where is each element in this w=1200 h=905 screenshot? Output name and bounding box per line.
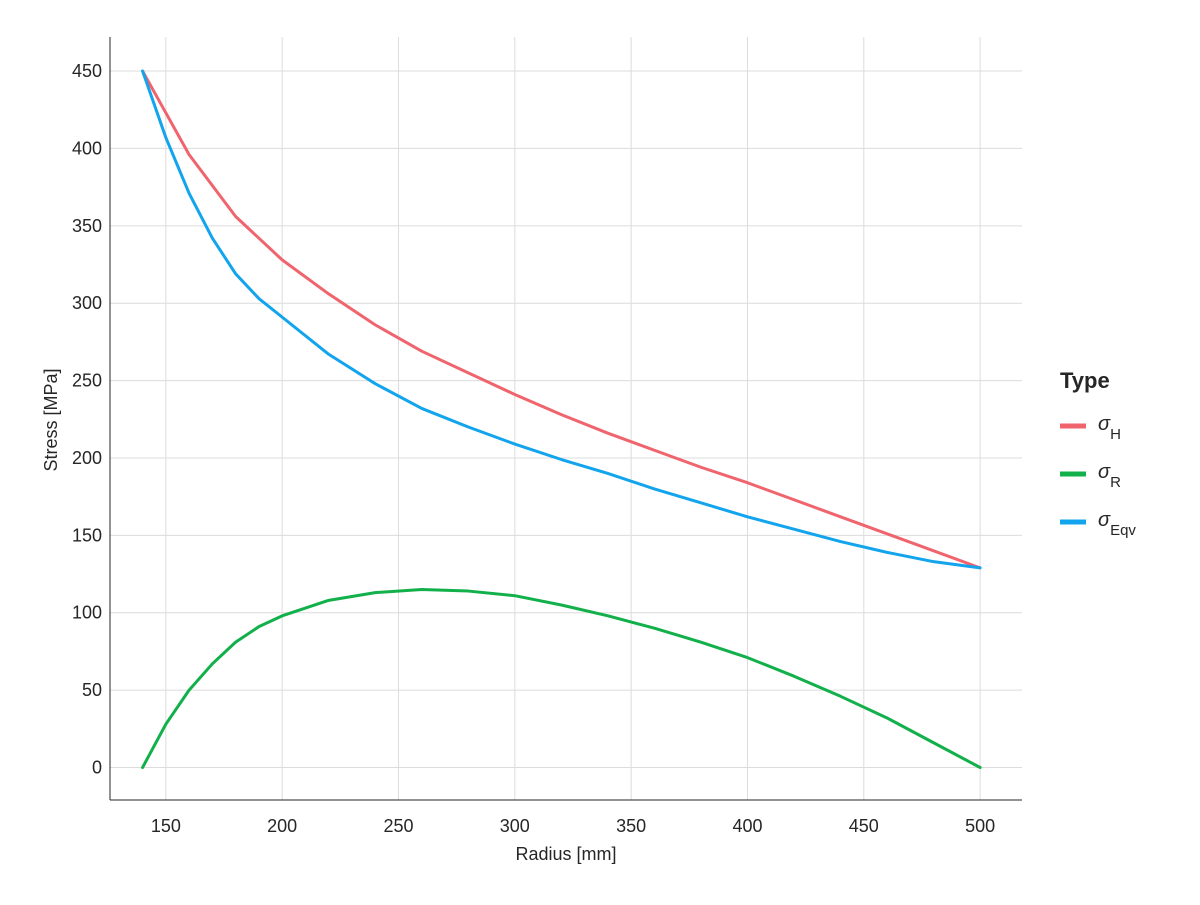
legend-symbol: σ <box>1098 509 1111 531</box>
y-tick-label: 250 <box>72 371 102 391</box>
series-line-sigma-eqv <box>141 69 982 570</box>
legend-title: Type <box>1060 368 1110 393</box>
series-line-sigma-h <box>141 69 982 570</box>
legend-label: σH <box>1098 413 1121 443</box>
x-tick-label: 350 <box>616 816 646 836</box>
y-tick-label: 50 <box>82 680 102 700</box>
legend-subscript: R <box>1110 474 1121 491</box>
series-line-sigma-r <box>141 588 982 769</box>
x-tick-label: 250 <box>383 816 413 836</box>
legend-symbol: σ <box>1098 413 1111 435</box>
x-tick-label: 200 <box>267 816 297 836</box>
y-tick-label: 150 <box>72 525 102 545</box>
x-tick-label: 150 <box>151 816 181 836</box>
x-tick-label: 400 <box>732 816 762 836</box>
y-tick-label: 350 <box>72 216 102 236</box>
y-axis-title: Stress [MPa] <box>41 368 61 471</box>
x-tick-label: 300 <box>500 816 530 836</box>
x-tick-label: 500 <box>965 816 995 836</box>
x-axis-title: Radius [mm] <box>515 844 616 864</box>
y-tick-label: 400 <box>72 138 102 158</box>
grid-layer <box>110 37 1022 800</box>
ticks-layer: 150 200 250 300 350 400 450 500 0 50 100 150 200 250 3… <box>72 61 995 836</box>
legend-symbol: σ <box>1098 461 1111 483</box>
series-layer <box>141 69 982 769</box>
y-tick-label: 100 <box>72 603 102 623</box>
y-tick-label: 450 <box>72 61 102 81</box>
x-tick-label: 450 <box>849 816 879 836</box>
legend-label: σEqv <box>1098 509 1136 539</box>
axes-layer <box>109 37 1022 801</box>
y-tick-label: 200 <box>72 448 102 468</box>
y-tick-label: 0 <box>92 757 102 777</box>
legend-subscript: Eqv <box>1110 522 1136 539</box>
legend-subscript: H <box>1110 426 1121 443</box>
legend-label: σR <box>1098 461 1121 491</box>
y-tick-label: 300 <box>72 293 102 313</box>
